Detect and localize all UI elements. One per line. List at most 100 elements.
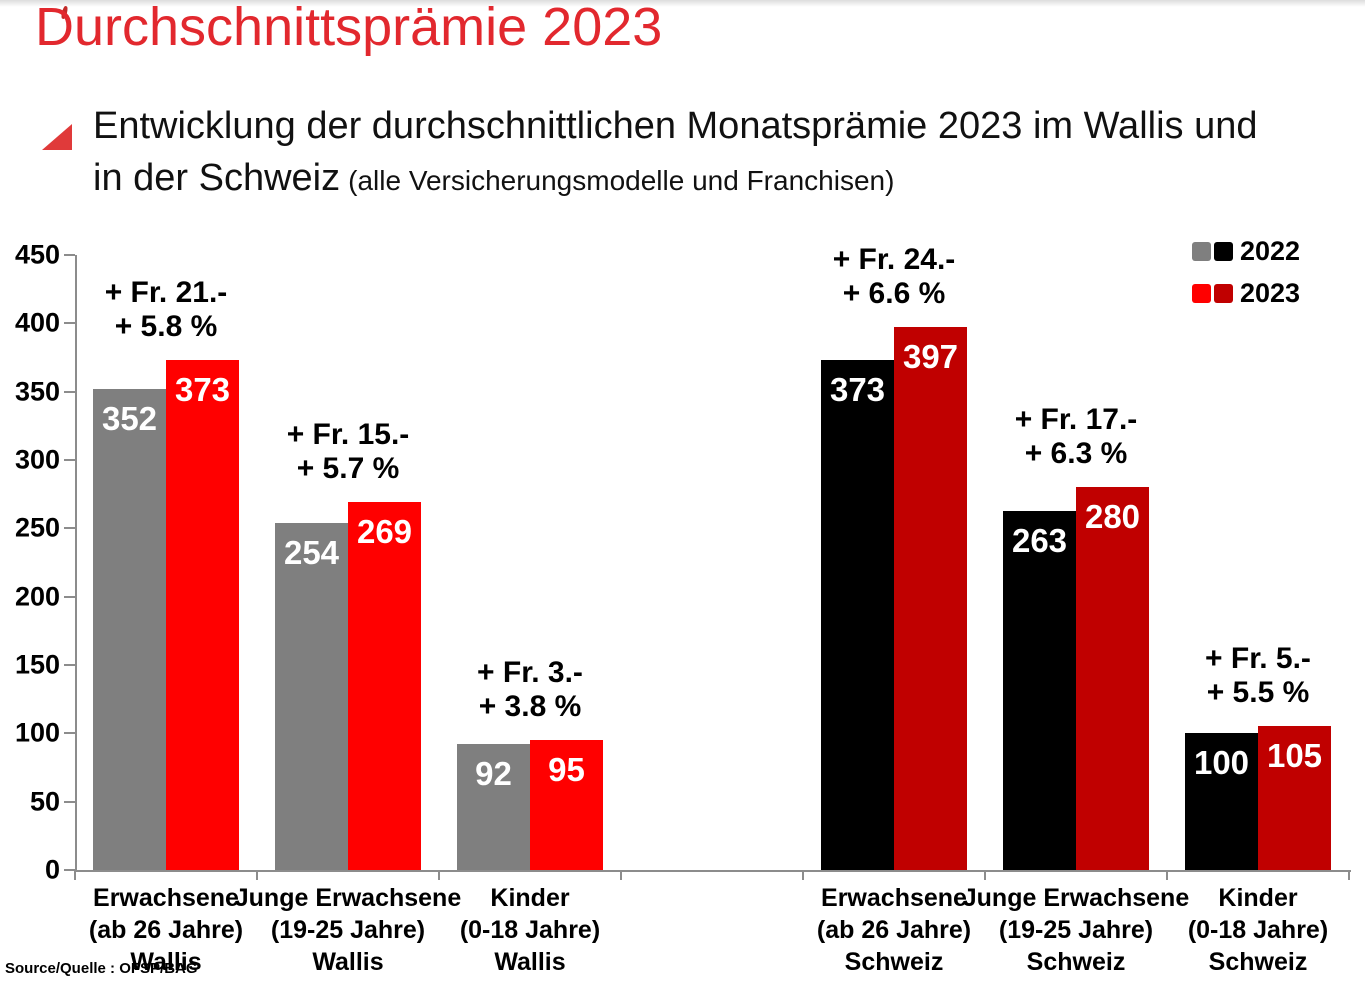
annotation-line: + 5.5 %: [1206, 675, 1310, 709]
x-axis-line: [75, 870, 1351, 872]
y-tick: [64, 869, 75, 871]
legend-swatch: [1214, 242, 1233, 261]
subtitle-line2: in der Schweiz: [93, 157, 341, 200]
y-tick-label: 300: [14, 444, 60, 475]
category-label: Kinder (0-18 Jahre) Schweiz: [1143, 882, 1365, 978]
bar-2023: 269: [348, 502, 421, 870]
increase-annotation: + Fr. 21.- + 5.8 %: [16, 276, 316, 344]
bar-value-label: 373: [829, 371, 886, 408]
annotation-line: + Fr. 17.-: [1014, 402, 1138, 436]
bar-2022: 92: [457, 744, 530, 870]
y-tick-label: 150: [14, 649, 60, 680]
category-label-line: Junge Erwachsene: [234, 884, 462, 912]
category-label-line: Schweiz: [1208, 948, 1308, 976]
annotation-line: + 5.8 %: [114, 309, 218, 343]
y-tick: [64, 322, 75, 325]
bar-value-label: 105: [1266, 737, 1323, 774]
bar-value-label: 373: [174, 371, 231, 408]
category-label-line: Kinder: [490, 884, 570, 912]
bar-value-label: 100: [1193, 744, 1250, 781]
bar-value-label: 263: [1011, 522, 1068, 559]
bar-value-label: 269: [356, 513, 413, 550]
page-title: Durchschnittsprämie 2023: [35, 0, 663, 57]
legend-swatch: [1214, 284, 1233, 303]
annotation-line: + Fr. 5.-: [1205, 641, 1311, 675]
y-tick: [64, 459, 75, 461]
legend-entry: 2022: [1192, 236, 1300, 267]
bar-2022: 373: [821, 360, 894, 870]
category-label-line: Wallis: [494, 948, 566, 976]
subtitle-line2-note: (alle Versicherungsmodelle und Franchise…: [348, 165, 895, 197]
annotation-line: + 3.8 %: [478, 689, 582, 723]
bar-value-label: 280: [1084, 498, 1141, 535]
x-tick: [74, 870, 76, 880]
bar-chart: 450 400 350 300 250 200 150 100 50 0 2022 2023 352 37…: [0, 230, 1365, 990]
y-tick-label: 100: [14, 717, 60, 748]
y-tick: [64, 527, 75, 530]
annotation-line: + 5.7 %: [296, 451, 400, 485]
bar-2023: 373: [166, 360, 239, 870]
source-note: Source/Quelle : OFSP/BAG: [5, 960, 198, 977]
increase-annotation: + Fr. 24.- + 6.6 %: [744, 243, 1044, 311]
category-label-line: (19-25 Jahre): [270, 916, 426, 944]
category-label: Junge Erwachsene (19-25 Jahre) Wallis: [233, 882, 463, 978]
increase-annotation: + Fr. 17.- + 6.3 %: [926, 403, 1226, 471]
category-label-line: Kinder: [1218, 884, 1298, 912]
legend-swatch: [1192, 284, 1211, 303]
y-tick: [64, 390, 75, 393]
annotation-line: + Fr. 21.-: [104, 275, 228, 309]
category-label: Kinder (0-18 Jahre) Wallis: [415, 882, 645, 978]
y-tick-label: 0: [44, 854, 60, 885]
category-label-line: (0-18 Jahre): [1187, 916, 1329, 944]
annotation-line: + Fr. 15.-: [286, 417, 410, 451]
bar-value-label: 397: [902, 338, 959, 375]
x-tick: [1166, 870, 1168, 880]
y-tick: [64, 254, 75, 256]
category-label-line: (ab 26 Jahre): [816, 916, 972, 944]
y-tick: [64, 595, 75, 598]
x-tick: [802, 870, 804, 880]
category-label-line: (19-25 Jahre): [998, 916, 1154, 944]
y-tick-label: 250: [14, 512, 60, 543]
legend-label: 2022: [1240, 236, 1301, 266]
bar-value-label: 352: [101, 400, 158, 437]
increase-annotation: + Fr. 3.- + 3.8 %: [380, 656, 680, 724]
x-tick: [620, 870, 622, 880]
x-tick: [256, 870, 258, 880]
top-gradient-strip: [0, 0, 1365, 7]
bar-2023: 95: [530, 740, 603, 870]
category-label-line: Schweiz: [844, 948, 944, 976]
bar-2023: 280: [1076, 487, 1149, 870]
category-label-line: Erwachsene: [93, 884, 239, 912]
increase-annotation: + Fr. 5.- + 5.5 %: [1108, 642, 1365, 710]
bar-2022: 352: [93, 389, 166, 870]
increase-annotation: + Fr. 15.- + 5.7 %: [198, 418, 498, 486]
legend-label: 2023: [1240, 278, 1301, 308]
category-label: Junge Erwachsene (19-25 Jahre) Schweiz: [961, 882, 1191, 978]
bar-2022: 254: [275, 523, 348, 870]
y-tick-label: 400: [14, 307, 60, 338]
bar-value-label: 254: [283, 534, 340, 571]
category-label-line: Wallis: [130, 948, 202, 976]
category-label-line: (0-18 Jahre): [459, 916, 601, 944]
category-label: Erwachsene (ab 26 Jahre) Wallis: [51, 882, 281, 978]
y-axis-line: [75, 255, 77, 872]
legend-entry: 2023: [1192, 278, 1300, 309]
bar-2023: 105: [1258, 726, 1331, 870]
y-tick-label: 450: [14, 239, 60, 270]
y-tick: [64, 800, 75, 803]
y-tick-label: 50: [29, 786, 60, 817]
x-tick: [984, 870, 986, 880]
y-tick-label: 350: [14, 376, 60, 407]
annotation-line: + 6.6 %: [842, 276, 946, 310]
annotation-line: + Fr. 24.-: [832, 242, 956, 276]
y-tick: [64, 732, 75, 735]
category-label-line: (ab 26 Jahre): [88, 916, 244, 944]
y-tick-label: 200: [14, 581, 60, 612]
category-label-line: Wallis: [312, 948, 384, 976]
bar-value-label: 92: [475, 755, 512, 792]
bar-value-label: 95: [548, 751, 585, 788]
y-tick: [64, 664, 75, 666]
bar-2023: 397: [894, 327, 967, 870]
